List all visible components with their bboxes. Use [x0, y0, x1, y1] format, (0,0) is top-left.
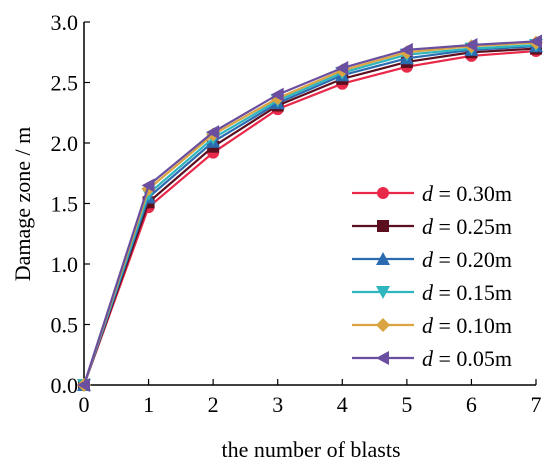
legend-marker [376, 252, 390, 265]
x-tick-label: 6 [466, 392, 477, 417]
series-line [82, 43, 537, 386]
legend-label: d = 0.30m [422, 181, 512, 206]
legend-item: d = 0.10m [352, 313, 512, 338]
y-tick-label: 0.0 [51, 373, 79, 398]
legend-label: d = 0.10m [422, 313, 512, 338]
x-tick-label: 1 [143, 392, 154, 417]
legend-variable: d [422, 280, 434, 305]
series-line [82, 45, 537, 386]
series-line [82, 41, 537, 386]
y-tick-label: 2.5 [51, 71, 79, 96]
data-point [270, 87, 284, 102]
legend-marker [376, 318, 390, 332]
y-tick-label: 0.5 [51, 313, 79, 338]
legend-variable: d [422, 181, 434, 206]
legend-marker [377, 187, 389, 199]
legend-variable: d [422, 313, 434, 338]
series-line [82, 49, 537, 386]
axes: 0 1 2 3 4 5 6 7 0.0 0.5 1.0 1.5 2.0 2.5 3.0 [51, 10, 542, 417]
legend-value: = 0.30m [433, 181, 512, 206]
x-tick-label: 2 [208, 392, 219, 417]
data-point [464, 37, 478, 52]
legend-item: d = 0.05m [352, 346, 512, 371]
y-tick-label: 1.0 [51, 252, 79, 277]
x-tick-label: 4 [337, 392, 348, 417]
legend-item: d = 0.30m [352, 181, 512, 206]
legend-label: d = 0.05m [422, 346, 512, 371]
x-tick-label: 3 [272, 392, 283, 417]
legend-value: = 0.10m [433, 313, 512, 338]
legend-variable: d [422, 214, 434, 239]
data-point [399, 42, 413, 57]
data-point [335, 60, 349, 75]
legend-value: = 0.25m [433, 214, 512, 239]
y-tick-label: 2.0 [51, 131, 79, 156]
legend-variable: d [422, 346, 434, 371]
x-tick-label: 5 [401, 392, 412, 417]
legend-value: = 0.20m [433, 247, 512, 272]
legend-marker [376, 351, 389, 365]
legend-item: d = 0.15m [352, 280, 512, 305]
legend-value: = 0.15m [433, 280, 512, 305]
data-point [77, 378, 90, 392]
series-0.05m [77, 34, 542, 392]
legend-item: d = 0.25m [352, 214, 512, 239]
series-line [82, 40, 537, 386]
x-axis-title: the number of blasts [221, 437, 400, 462]
legend-label: d = 0.15m [422, 280, 512, 305]
x-tick-label: 0 [79, 392, 90, 417]
y-tick-label: 1.5 [51, 192, 79, 217]
data-point [529, 34, 542, 49]
data-point [141, 178, 155, 193]
legend-label: d = 0.25m [422, 214, 512, 239]
legend-value: = 0.05m [433, 346, 512, 371]
x-tick-label: 7 [531, 392, 542, 417]
data-point [206, 125, 220, 140]
series-layer [77, 34, 543, 392]
legend-marker [376, 286, 390, 299]
legend-marker [377, 220, 389, 232]
y-tick-label: 3.0 [51, 10, 79, 35]
series-line [82, 47, 537, 386]
legend-variable: d [422, 247, 434, 272]
legend-item: d = 0.20m [352, 247, 512, 272]
y-axis-title: Damage zone / m [10, 127, 35, 282]
legend-label: d = 0.20m [422, 247, 512, 272]
